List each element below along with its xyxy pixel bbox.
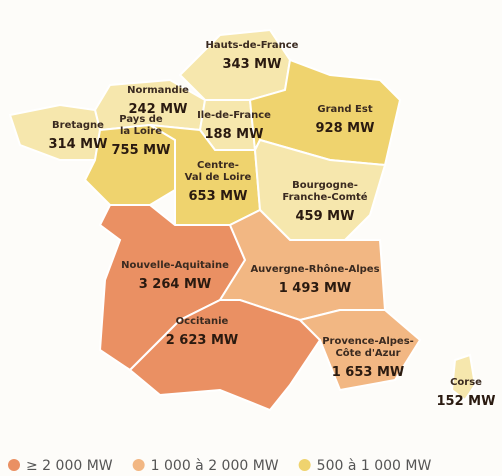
region (450, 353, 477, 402)
region-name: Bourgogne- (292, 180, 358, 191)
region-name: Occitanie (176, 316, 229, 327)
legend-label: 1 000 à 2 000 MW (151, 458, 279, 474)
region-name: Hauts-de-France (206, 40, 299, 51)
region-value: 928 MW (316, 121, 375, 136)
region-name: Normandie (127, 85, 189, 96)
legend-label: ≥ 2 000 MW (26, 458, 113, 474)
region-name: Provence-Alpes- (322, 336, 414, 347)
region-name: la Loire (120, 126, 162, 137)
region-value: 755 MW (112, 143, 171, 158)
region (298, 309, 422, 392)
legend-label: 500 à 1 000 MW (317, 458, 432, 474)
region-name: Auvergne-Rhône-Alpes (250, 263, 379, 275)
region-value: 2 623 MW (166, 333, 239, 348)
region-name: Pays de (119, 114, 163, 125)
region-value: 3 264 MW (139, 277, 212, 292)
region-name: Centre- (197, 160, 239, 171)
region-value: 1 493 MW (279, 281, 352, 296)
region-name: Ile-de-France (197, 110, 271, 121)
region-name: Grand Est (317, 104, 372, 115)
region-value: 188 MW (205, 127, 264, 142)
region-value: 152 MW (437, 394, 496, 409)
region-name: Corse (450, 377, 482, 388)
region-name: Franche-Comté (282, 191, 367, 203)
region-value: 1 653 MW (332, 365, 405, 380)
region-value: 314 MW (49, 137, 108, 152)
region-value: 343 MW (223, 57, 282, 72)
region-value: 653 MW (189, 189, 248, 204)
region-value: 242 MW (129, 102, 188, 117)
region-name: Nouvelle-Aquitaine (121, 260, 229, 271)
region-name: Bretagne (52, 120, 104, 131)
region-name: Côte d'Azur (335, 347, 400, 359)
region-value: 459 MW (296, 209, 355, 224)
legend-swatch (132, 459, 145, 471)
region-name: Val de Loire (185, 172, 252, 183)
legend-swatch (298, 459, 311, 471)
legend-swatch (8, 459, 20, 471)
